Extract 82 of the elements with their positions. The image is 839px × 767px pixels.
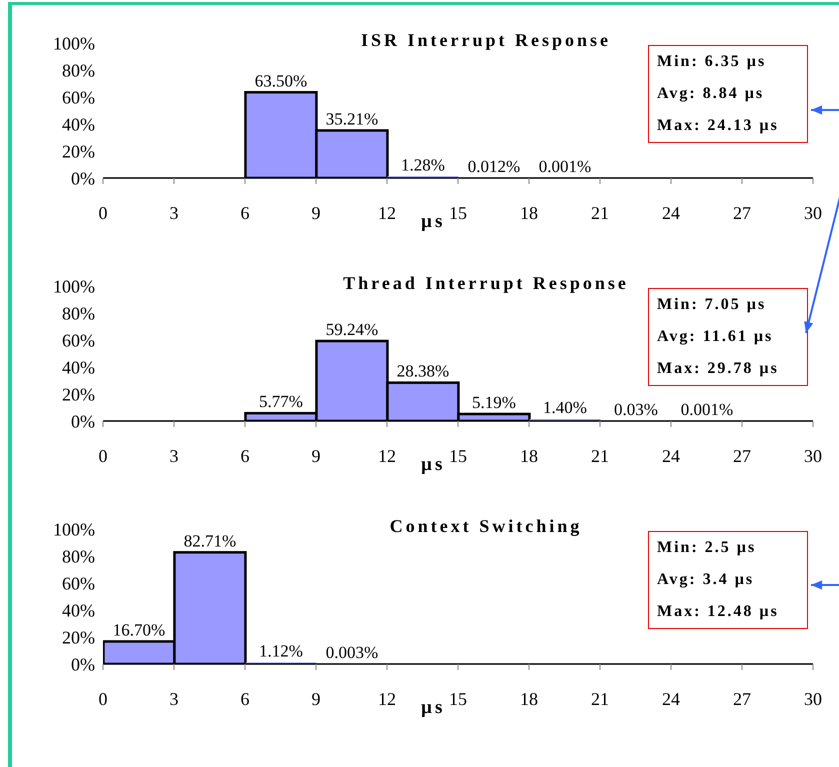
y-tick-label: 80%	[62, 546, 95, 566]
x-tick-label: 9	[312, 202, 320, 223]
y-tick-label: 0%	[71, 411, 95, 432]
y-tick-label: 80%	[62, 303, 95, 324]
chart-title: Thread Interrupt Response	[335, 273, 637, 293]
data-label: 0.001%	[538, 157, 592, 176]
x-tick-label: 18	[520, 446, 538, 466]
y-tick-label: 40%	[62, 114, 95, 134]
x-tick-label: 24	[662, 202, 680, 223]
annotation: Max: 24.13 µs	[657, 117, 780, 135]
chart-title: Context Switching	[382, 516, 590, 536]
x-tick-label: 30	[804, 446, 822, 466]
x-tick-label: 9	[312, 446, 320, 466]
x-tick-label: 12	[378, 446, 396, 466]
x-tick-label: 27	[733, 202, 751, 223]
x-tick-label: 12	[378, 688, 396, 709]
x-axis-title: µs	[421, 454, 446, 476]
annotation: Avg: 3.4 µs	[657, 571, 756, 589]
x-tick-label: 18	[520, 688, 538, 709]
y-tick-label: 80%	[62, 60, 95, 80]
x-tick-label: 15	[449, 446, 467, 466]
data-label: 0.001%	[680, 400, 734, 419]
y-tick-label: 100%	[53, 519, 95, 540]
x-tick-label: 3	[170, 202, 178, 223]
x-tick-label: 9	[312, 688, 320, 709]
y-tick-label: 100%	[53, 276, 95, 296]
y-tick-label: 20%	[62, 141, 95, 162]
x-tick-label: 27	[733, 446, 751, 466]
y-tick-label: 60%	[62, 573, 95, 594]
data-label: 5.19%	[472, 392, 516, 412]
x-tick-label: 0	[98, 202, 108, 223]
x-tick-label: 3	[170, 688, 178, 709]
data-label: 35.21%	[326, 109, 378, 128]
y-tick-label: 0%	[71, 654, 95, 674]
data-label: 1.40%	[542, 398, 587, 418]
data-label: 1.28%	[400, 155, 445, 174]
x-tick-label: 15	[449, 202, 467, 223]
x-tick-label: 6	[240, 202, 250, 223]
annotation: Min: 2.5 µs	[657, 539, 758, 557]
x-tick-label: 30	[804, 202, 822, 223]
x-tick-label: 6	[240, 688, 250, 709]
x-tick-label: 30	[804, 688, 822, 709]
data-label: 28.38%	[396, 362, 450, 381]
data-label: 0.012%	[468, 156, 520, 176]
x-tick-label: 24	[662, 446, 680, 466]
x-tick-label: 21	[591, 202, 609, 223]
annotation: Avg: 11.61 µs	[657, 328, 774, 346]
x-tick-label: 21	[591, 446, 609, 466]
x-tick-label: 3	[170, 446, 178, 466]
x-axis-title: µs	[421, 697, 446, 719]
x-tick-label: 6	[240, 446, 250, 466]
data-label: 63.50%	[254, 71, 308, 90]
x-tick-label: 0	[98, 446, 108, 466]
data-label: 59.24%	[326, 320, 378, 340]
y-tick-label: 40%	[62, 600, 95, 620]
annotation: Min: 7.05 µs	[657, 296, 768, 314]
x-tick-label: 0	[98, 688, 108, 709]
x-tick-label: 18	[520, 202, 538, 223]
annotation: Max: 29.78 µs	[657, 360, 780, 378]
x-tick-label: 15	[449, 688, 467, 709]
data-label: 16.70%	[112, 620, 166, 640]
x-tick-label: 12	[378, 202, 396, 223]
y-tick-label: 60%	[62, 87, 95, 108]
data-label: 5.77%	[258, 392, 303, 412]
x-tick-label: 27	[733, 688, 751, 709]
x-axis-title: µs	[421, 211, 446, 233]
data-label: 0.03%	[614, 400, 658, 419]
x-tick-label: 21	[591, 688, 609, 709]
y-tick-label: 40%	[62, 357, 95, 378]
chart-title: ISR Interrupt Response	[352, 30, 620, 50]
data-label: 1.12%	[258, 641, 303, 660]
annotation: Avg: 8.84 µs	[657, 85, 766, 103]
y-tick-label: 0%	[71, 168, 95, 188]
y-tick-label: 100%	[53, 33, 95, 54]
data-label: 82.71%	[184, 531, 236, 550]
y-tick-label: 20%	[62, 384, 95, 404]
y-tick-label: 20%	[62, 627, 95, 648]
y-tick-label: 60%	[62, 330, 95, 350]
annotation: Max: 12.48 µs	[657, 603, 780, 621]
x-tick-label: 24	[662, 688, 680, 709]
annotation: Min: 6.35 µs	[657, 53, 768, 71]
data-label: 0.003%	[326, 642, 378, 662]
